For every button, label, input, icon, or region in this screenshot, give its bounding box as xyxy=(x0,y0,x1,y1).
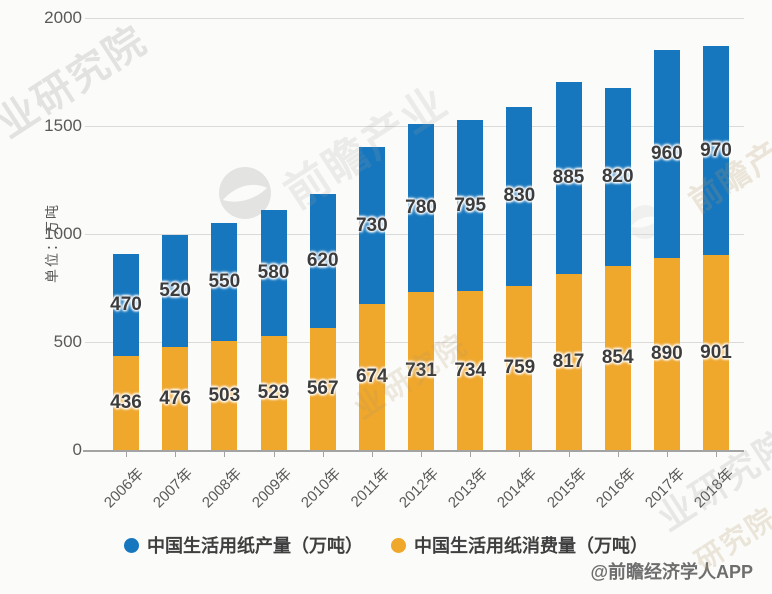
bar-segment-consumption xyxy=(211,341,238,450)
bar-value-label-consumption: 734 xyxy=(454,359,487,381)
bar-value-label-production: 730 xyxy=(355,214,388,236)
bar-value-label-consumption: 476 xyxy=(159,387,191,409)
x-axis-tick xyxy=(666,452,668,457)
bar-segment-production xyxy=(457,119,484,292)
x-tick-label: 2009年 xyxy=(248,465,295,512)
legend-dot-icon xyxy=(124,537,139,553)
legend-item: 中国生活用纸消费量（万吨） xyxy=(391,532,648,558)
x-tick-label: 2012年 xyxy=(395,465,443,512)
x-axis-tick xyxy=(568,452,570,457)
bar-value-label-consumption: 529 xyxy=(257,381,290,403)
x-tick-label: 2018年 xyxy=(690,465,738,512)
x-tick-label: 2006年 xyxy=(100,465,148,512)
x-tick-label: 2016年 xyxy=(592,465,639,512)
x-axis-tick xyxy=(519,452,521,457)
x-tick-label: 2014年 xyxy=(494,465,541,512)
bar-value-label-production: 820 xyxy=(601,165,634,187)
bar-segment-production xyxy=(653,50,680,258)
x-axis-line xyxy=(83,450,744,452)
x-tick-label: 2010年 xyxy=(297,465,344,512)
bar-segment-production xyxy=(113,254,139,356)
bar-value-label-consumption: 436 xyxy=(110,391,142,413)
bar-value-label-consumption: 503 xyxy=(208,384,241,406)
x-tick-label: 2008年 xyxy=(199,465,246,512)
x-tick-label: 2007年 xyxy=(150,465,197,512)
gridline xyxy=(85,18,744,19)
bar-value-label-production: 970 xyxy=(700,139,732,161)
bar-segment-consumption xyxy=(309,327,336,450)
x-axis-tick xyxy=(470,452,472,457)
x-axis-tick xyxy=(371,452,373,457)
x-tick-label: 2013年 xyxy=(445,465,492,512)
x-tick-label: 2017年 xyxy=(641,465,689,512)
y-axis-title: 单位：万吨 xyxy=(44,203,60,283)
legend-dot-icon xyxy=(391,537,406,553)
bar-segment-consumption xyxy=(703,255,730,450)
bar-segment-production xyxy=(604,88,631,266)
bar-segment-consumption xyxy=(653,257,680,450)
y-tick-label: 1000 xyxy=(44,224,82,243)
bar-value-label-production: 520 xyxy=(159,280,191,302)
bar-segment-consumption xyxy=(260,335,287,450)
bar-segment-consumption xyxy=(604,265,631,450)
legend-label: 中国生活用纸产量（万吨） xyxy=(147,536,363,556)
x-tick-label: 2011年 xyxy=(347,465,393,511)
y-tick-label: 1500 xyxy=(44,116,82,135)
legend-label: 中国生活用纸消费量（万吨） xyxy=(414,536,648,556)
bar-value-label-production: 470 xyxy=(110,294,142,316)
y-tick-label: 500 xyxy=(53,332,82,351)
bar-segment-production xyxy=(703,45,730,256)
bar-segment-production xyxy=(309,193,336,328)
x-axis-tick xyxy=(126,452,127,457)
bar-segment-production xyxy=(260,210,287,336)
x-axis-tick xyxy=(716,452,718,457)
bar-value-label-production: 795 xyxy=(454,194,487,216)
legend: 中国生活用纸产量（万吨） 中国生活用纸消费量（万吨） xyxy=(0,532,772,558)
x-axis-tick xyxy=(322,452,324,457)
x-axis-tick xyxy=(617,452,619,457)
bar-value-label-consumption: 731 xyxy=(405,360,437,382)
bar-segment-production xyxy=(162,234,189,348)
bar-segment-production xyxy=(506,106,533,287)
bar-value-label-production: 780 xyxy=(405,196,437,218)
bar-segment-production xyxy=(358,146,385,305)
bar-value-label-production: 830 xyxy=(503,185,536,207)
bar-value-label-consumption: 674 xyxy=(355,366,388,388)
bar-segment-production xyxy=(408,123,435,293)
bar-segment-production xyxy=(555,82,582,274)
bar-segment-consumption xyxy=(457,291,484,450)
x-axis-tick xyxy=(224,452,226,457)
bar-segment-production xyxy=(211,222,238,342)
bar-value-label-consumption: 759 xyxy=(503,357,536,379)
y-tick-label: 2000 xyxy=(44,8,82,27)
x-axis-tick xyxy=(273,452,275,457)
bar-value-label-production: 620 xyxy=(306,249,339,271)
bar-segment-consumption xyxy=(358,304,385,450)
bar-segment-consumption xyxy=(555,273,582,450)
bar-value-label-consumption: 817 xyxy=(552,350,585,372)
bar-value-label-production: 960 xyxy=(651,143,683,165)
y-tick-label: 0 xyxy=(72,440,82,459)
bar-segment-consumption xyxy=(113,355,139,450)
bar-segment-consumption xyxy=(162,347,189,450)
bar-segment-consumption xyxy=(506,286,533,450)
bar-value-label-consumption: 567 xyxy=(306,377,339,399)
bar-value-label-production: 885 xyxy=(552,166,585,188)
bar-value-label-production: 580 xyxy=(257,262,290,284)
attribution: @前瞻经济学人APP xyxy=(590,562,753,582)
bar-value-label-consumption: 854 xyxy=(601,346,634,368)
bar-value-label-production: 550 xyxy=(208,270,241,292)
x-axis-tick xyxy=(175,452,177,457)
legend-item: 中国生活用纸产量（万吨） xyxy=(124,532,363,558)
bar-value-label-consumption: 901 xyxy=(700,341,732,363)
x-tick-label: 2015年 xyxy=(543,465,590,512)
bar-value-label-consumption: 890 xyxy=(651,342,683,364)
bar-segment-consumption xyxy=(408,292,435,450)
x-axis-tick xyxy=(421,452,423,457)
